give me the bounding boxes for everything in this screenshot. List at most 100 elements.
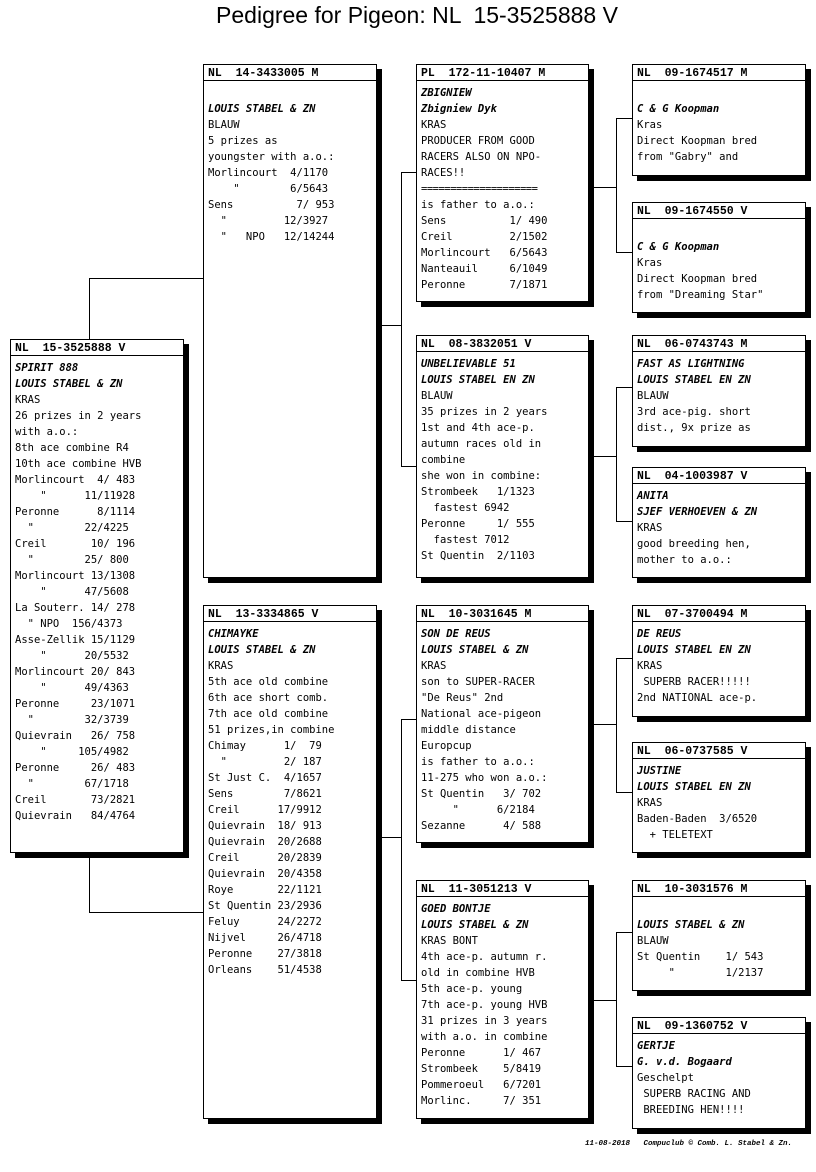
pigeon-details: ZBIGNIEW Zbigniew Dyk KRAS PRODUCER FROM GO… (417, 81, 588, 293)
page-title: Pedigree for Pigeon: NL 15-3525888 V (216, 2, 618, 28)
pigeon-info-line: Peronne 7/1871 (421, 279, 548, 291)
pigeon-info-line: BREEDING HEN!!!! (637, 1104, 745, 1116)
pigeon-info-line: Sens 1/ 490 (421, 215, 548, 227)
ring-number: NL 07-3700494 M (633, 606, 805, 622)
pigeon-info-line: Nanteauil 6/1049 (421, 263, 548, 275)
pigeon-card-subject[interactable]: NL 15-3525888 V SPIRIT 888 LOUIS STABEL &… (10, 339, 184, 853)
pigeon-name-line: JUSTINE (637, 765, 682, 777)
ring-number: NL 11-3051213 V (417, 881, 588, 897)
pigeon-info-line: Peronne 1/ 467 (421, 1047, 542, 1059)
pigeon-info-line: Asse-Zellik 15/1129 (15, 634, 136, 646)
pigeon-info-line: St Quentin 1/ 543 (637, 951, 764, 963)
pigeon-name-line: ZBIGNIEW (421, 87, 472, 99)
pigeon-info-line: Sens 7/8621 (208, 788, 322, 800)
pigeon-info-line: St Just C. 4/1657 (208, 772, 322, 784)
pigeon-card-dam[interactable]: NL 13-3334865 V CHIMAYKE LOUIS STABEL & Z… (203, 605, 377, 1119)
pigeon-info-line: Nijvel 26/4718 (208, 932, 322, 944)
pigeon-info-line: KRAS (421, 660, 447, 672)
pigeon-info-line: KRAS (15, 394, 41, 406)
pigeon-info-line: 6th ace short comb. (208, 692, 329, 704)
connector-line (588, 187, 617, 188)
pigeon-info-line: Morlincourt 20/ 843 (15, 666, 136, 678)
pigeon-info-line: Kras (637, 119, 663, 131)
pigeon-info-line: St Quentin 23/2936 (208, 900, 322, 912)
pigeon-card-sire[interactable]: NL 14-3433005 M LOUIS STABEL & ZN BLAUW 5 … (203, 64, 377, 578)
pigeon-info-line: Strombeek 5/8419 (421, 1063, 542, 1075)
pigeon-info-line: " 6/5643 (208, 183, 329, 195)
pigeon-info-line: Creil 2/1502 (421, 231, 548, 243)
pigeon-info-line: middle distance (421, 724, 516, 736)
pigeon-card-sire-dam[interactable]: NL 08-3832051 V UNBELIEVABLE 51 LOUIS STA… (416, 335, 589, 578)
pigeon-info-line: Morlincourt 6/5643 (421, 247, 548, 259)
connector-line (89, 278, 204, 279)
pigeon-info-line: Peronne 26/ 483 (15, 762, 136, 774)
pigeon-info-line: Morlincourt 13/1308 (15, 570, 136, 582)
pigeon-info-line: with a.o.: (15, 426, 79, 438)
pigeon-info-line: youngster with a.o.: (208, 151, 335, 163)
connector-line (616, 118, 632, 119)
ring-number: NL 14-3433005 M (204, 65, 376, 81)
pigeon-info-line: KRAS BONT (421, 935, 478, 947)
pigeon-info-line: mother to a.o.: (637, 554, 732, 566)
pigeon-details: GOED BONTJE LOUIS STABEL & ZN KRAS BONT 4th… (417, 897, 588, 1109)
pigeon-info-line: is father to a.o.: (421, 199, 535, 211)
pigeon-info-line: KRAS (637, 522, 663, 534)
pigeon-info-line: Creil 20/2839 (208, 852, 322, 864)
pigeon-info-line: Baden-Baden 3/6520 (637, 813, 758, 825)
pigeon-info-line: + TELETEXT (637, 829, 713, 841)
pigeon-info-line: 5th ace old combine (208, 676, 329, 688)
pigeon-card-sdd[interactable]: NL 04-1003987 V ANITA SJEF VERHOEVEN & ZN… (632, 467, 806, 578)
connector-line (616, 932, 632, 933)
pigeon-info-line: Roye 22/1121 (208, 884, 322, 896)
ring-number: NL 06-0737585 V (633, 743, 805, 759)
pigeon-card-ddd[interactable]: NL 09-1360752 V GERTJE G. v.d. Bogaard Ges… (632, 1017, 806, 1129)
pigeon-info-line: from "Gabry" and (637, 151, 739, 163)
pigeon-info-line: KRAS (637, 660, 663, 672)
connector-line (401, 466, 416, 467)
pigeon-info-line: dist., 9x prize as (637, 422, 751, 434)
pigeon-details: C & G Koopman Kras Direct Koopman bred from… (633, 81, 805, 165)
pigeon-name-line: LOUIS STABEL & ZN (421, 919, 529, 931)
pigeon-name-line: LOUIS STABEL & ZN (208, 103, 316, 115)
pigeon-info-line: 10th ace combine HVB (15, 458, 142, 470)
pigeon-info-line: 2nd NATIONAL ace-p. (637, 692, 758, 704)
pigeon-name-line: UNBELIEVABLE 51 (421, 358, 516, 370)
pigeon-info-line: National ace-pigeon (421, 708, 542, 720)
pigeon-info-line: fastest 6942 (421, 502, 510, 514)
pigeon-name-line: DE REUS (637, 628, 682, 640)
pigeon-name-line: C & G Koopman (637, 241, 720, 253)
pigeon-card-sds[interactable]: NL 06-0743743 M FAST AS LIGHTNING LOUIS S… (632, 335, 806, 447)
pigeon-card-dsd[interactable]: NL 06-0737585 V JUSTINE LOUIS STABEL EN Z… (632, 742, 806, 853)
pigeon-info-line: combine (421, 454, 466, 466)
pigeon-details: CHIMAYKE LOUIS STABEL & ZN KRAS 5th ace old… (204, 622, 376, 978)
connector-line (401, 980, 416, 981)
pigeon-info-line: 51 prizes,in combine (208, 724, 335, 736)
connector-line (616, 521, 632, 522)
pigeon-card-sss[interactable]: NL 09-1674517 M C & G Koopman Kras Direct … (632, 64, 806, 176)
pigeon-card-dds[interactable]: NL 10-3031576 M LOUIS STABEL & ZN BLAUW St… (632, 880, 806, 991)
connector-line (616, 387, 632, 388)
pigeon-info-line: BLAUW (637, 390, 669, 402)
ring-number: NL 09-1674517 M (633, 65, 805, 81)
pigeon-info-line: KRAS (421, 119, 447, 131)
pigeon-info-line: PRODUCER FROM GOOD (421, 135, 535, 147)
connector-line (588, 456, 617, 457)
pigeon-name-line: SON DE REUS (421, 628, 491, 640)
pigeon-card-ssd[interactable]: NL 09-1674550 V C & G Koopman Kras Direct … (632, 202, 806, 313)
pigeon-info-line: Quievrain 20/2688 (208, 836, 322, 848)
connector-line (401, 719, 416, 720)
pigeon-card-dam-dam[interactable]: NL 11-3051213 V GOED BONTJE LOUIS STABEL … (416, 880, 589, 1119)
pigeon-card-dam-sire[interactable]: NL 10-3031645 M SON DE REUS LOUIS STABEL … (416, 605, 589, 843)
pigeon-name-line: G. v.d. Bogaard (637, 1056, 732, 1068)
pigeon-name-line: LOUIS STABEL & ZN (421, 644, 529, 656)
pigeon-details: FAST AS LIGHTNING LOUIS STABEL EN ZN BLAUW… (633, 352, 805, 436)
pigeon-info-line: BLAUW (421, 390, 453, 402)
pigeon-card-sire-sire[interactable]: PL 172-11-10407 M ZBIGNIEW Zbigniew Dyk KR… (416, 64, 589, 302)
pigeon-name-line: LOUIS STABEL & ZN (637, 919, 745, 931)
pigeon-card-dss[interactable]: NL 07-3700494 M DE REUS LOUIS STABEL EN Z… (632, 605, 806, 717)
connector-line (616, 118, 617, 253)
pigeon-name-line: ANITA (637, 490, 669, 502)
ring-number: NL 10-3031645 M (417, 606, 588, 622)
pigeon-info-line: 8th ace combine R4 (15, 442, 129, 454)
pigeon-info-line: 26 prizes in 2 years (15, 410, 142, 422)
